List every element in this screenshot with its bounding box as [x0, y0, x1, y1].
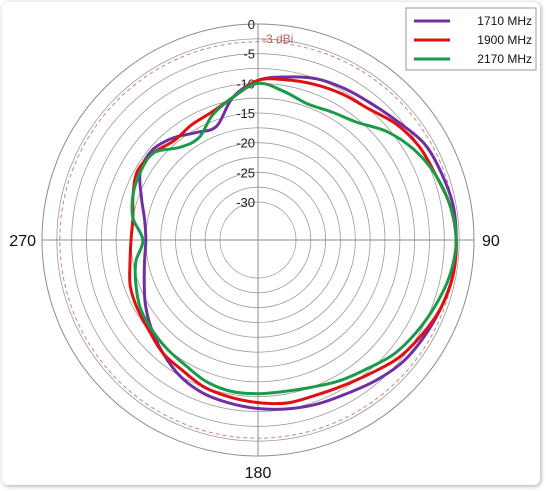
radial-tick-label: -30 [236, 195, 255, 210]
series-line-2 [128, 77, 458, 406]
angle-label-180: 180 [245, 465, 272, 482]
legend-label: 2170 MHz [477, 52, 532, 66]
radial-tick-label: -25 [236, 165, 255, 180]
series-lines [128, 75, 458, 411]
legend: 1710 MHz 1900 MHz 2170 MHz [405, 7, 537, 71]
polar-grid [41, 23, 475, 457]
legend-label: 1710 MHz [477, 14, 532, 28]
radial-tick-label: 0 [248, 17, 255, 32]
reference-label: -3 dBi [262, 32, 293, 46]
radial-tick-label: -5 [243, 47, 255, 62]
polar-chart: 0-5-10-15-20-25-30-3 dBi 90 180 270 1710… [9, 7, 537, 482]
series-line-3 [130, 81, 458, 396]
radial-tick-labels: 0-5-10-15-20-25-30-3 dBi [236, 17, 293, 210]
chart-frame: 0 -5 -10 -15 -20 -25 -30 -3 dBi 90 180 270 1710… [2, 2, 540, 485]
radial-tick-label: -20 [236, 136, 255, 151]
radial-tick-label: -15 [236, 106, 255, 121]
legend-label: 1900 MHz [477, 33, 532, 47]
angle-label-90: 90 [482, 233, 500, 250]
angle-label-270: 270 [9, 233, 36, 250]
